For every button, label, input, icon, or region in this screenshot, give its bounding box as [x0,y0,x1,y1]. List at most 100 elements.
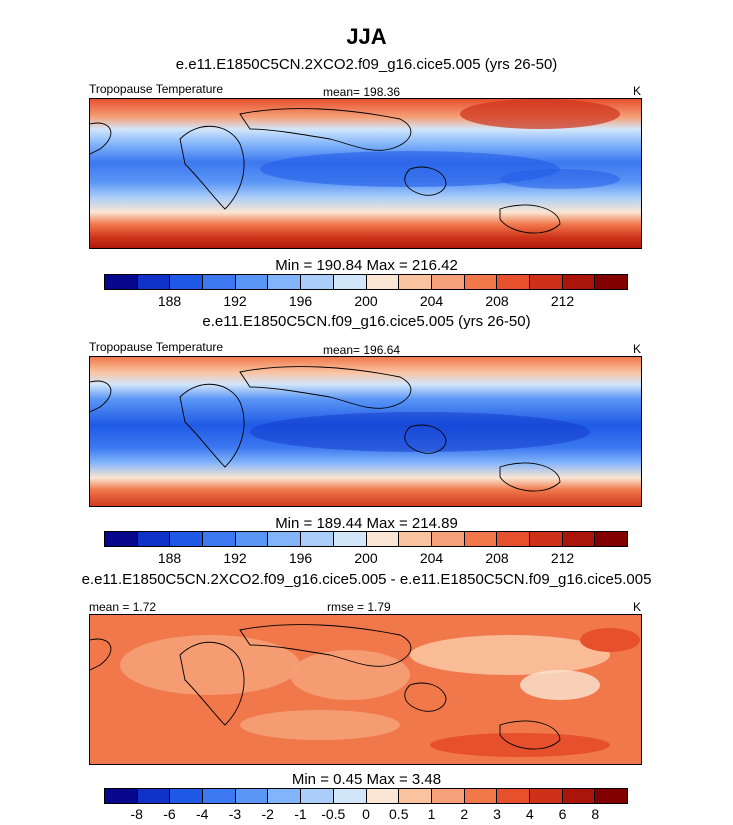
colorbar-segment [333,275,367,289]
colorbar-segment [464,275,498,289]
panel2-left-label: Tropopause Temperature [89,340,224,354]
colorbar-tick-label: -1 [294,806,307,822]
panel1-min-max: Min = 190.84 Max = 216.42 [275,257,458,274]
colorbar-segment [497,275,530,289]
colorbar-segment [431,532,465,546]
panel2-subtitle: e.e11.E1850C5CN.f09_g16.cice5.005 (yrs 2… [202,313,531,330]
colorbar-tick-label: 0.5 [389,806,409,822]
colorbar-segment [464,789,498,803]
colorbar-tick-label: -4 [196,806,209,822]
colorbar-segment [366,275,400,289]
colorbar-tick-label: 8 [591,806,600,822]
panel1-left-label: Tropopause Temperature [89,82,224,96]
colorbar-segment [366,789,400,803]
panel3-map [89,614,642,765]
colorbar-tick-label: -8 [130,806,143,822]
panel2-map [89,356,642,507]
colorbar-segment [170,532,204,546]
colorbar-segment [595,532,627,546]
panel1-units-label: K [633,84,642,98]
panel2-colorbar [104,531,628,547]
panel1-field [90,99,641,248]
colorbar-segment [203,532,236,546]
colorbar-segment [203,789,236,803]
colorbar-segment [431,275,465,289]
colorbar-tick-label: 3 [493,806,501,822]
panel3-colorbar [104,788,628,804]
colorbar-segment [301,789,334,803]
panel2-mean-label: mean= 196.64 [323,343,401,357]
colorbar-segment [301,275,334,289]
panel3-field [90,615,641,764]
panel3-units-label: K [633,600,642,614]
colorbar-segment [268,275,302,289]
colorbar-segment [431,789,465,803]
colorbar-tick-label: 1 [427,806,436,822]
colorbar-tick-label: 192 [223,293,247,309]
colorbar-segment [235,532,269,546]
colorbar-segment [137,789,171,803]
colorbar-segment [529,789,563,803]
colorbar-segment [301,532,334,546]
colorbar-tick-label: -3 [228,806,242,822]
colorbar-tick-label: 196 [288,550,313,566]
panel1-colorbar-ticks: 188 192 196 200 204 208 212 [104,293,628,311]
colorbar-segment [333,789,367,803]
colorbar-segment [562,789,596,803]
colorbar-tick-label: 204 [419,550,444,566]
colorbar-tick-label: -2 [261,806,274,822]
colorbar-segment [268,789,302,803]
colorbar-segment [529,275,563,289]
colorbar-segment [170,789,204,803]
colorbar-tick-label: 212 [550,550,575,566]
colorbar-segment [399,275,432,289]
colorbar-segment [497,789,530,803]
colorbar-tick-label: -0.5 [321,806,346,822]
colorbar-segment [366,532,400,546]
panel3-subtitle: e.e11.E1850C5CN.2XCO2.f09_g16.cice5.005 … [81,571,652,588]
panel3-colorbar-ticks: -8 -6 -4 -3 -2 -1 -0.5 0 0.5 1 2 3 4 6 8 [104,806,628,824]
colorbar-segment [105,532,138,546]
colorbar-segment [399,532,432,546]
panel1-colorbar [104,274,628,290]
colorbar-segment [562,275,596,289]
colorbar-segment [333,532,367,546]
colorbar-tick-label: 196 [288,293,313,309]
colorbar-segment [235,275,269,289]
colorbar-tick-label: 208 [485,550,509,566]
colorbar-tick-label: 208 [485,293,509,309]
colorbar-segment [137,532,171,546]
panel3-mean-label: mean = 1.72 [89,600,157,614]
panel2-units-label: K [633,342,642,356]
colorbar-segment [268,532,302,546]
panel2-field [90,357,641,506]
figure-title: JJA [346,24,387,49]
colorbar-segment [497,532,530,546]
colorbar-tick-label: 6 [558,806,567,822]
colorbar-segment [235,789,269,803]
colorbar-tick-label: 0 [362,806,370,822]
panel3-rmse-label: rmse = 1.79 [327,600,391,614]
panel2-colorbar-ticks: 188 192 196 200 204 208 212 [104,550,628,568]
colorbar-tick-label: 204 [419,293,444,309]
colorbar-segment [464,532,498,546]
colorbar-tick-label: 212 [550,293,575,309]
colorbar-tick-label: 188 [157,293,182,309]
panel2-min-max: Min = 189.44 Max = 214.89 [275,515,458,532]
colorbar-segment [170,275,204,289]
colorbar-tick-label: 188 [157,550,182,566]
panel1-mean-label: mean= 198.36 [323,85,401,99]
colorbar-tick-label: 192 [223,550,247,566]
colorbar-segment [595,275,627,289]
colorbar-tick-label: 200 [354,550,378,566]
colorbar-segment [105,275,138,289]
colorbar-segment [399,789,432,803]
colorbar-tick-label: -6 [163,806,176,822]
panel3-min-max: Min = 0.45 Max = 3.48 [291,771,442,788]
colorbar-tick-label: 2 [460,806,469,822]
colorbar-tick-label: 200 [354,293,378,309]
panel1-subtitle: e.e11.E1850C5CN.2XCO2.f09_g16.cice5.005 … [175,56,558,73]
colorbar-segment [562,532,596,546]
colorbar-segment [595,789,627,803]
panel1-map [89,98,642,249]
